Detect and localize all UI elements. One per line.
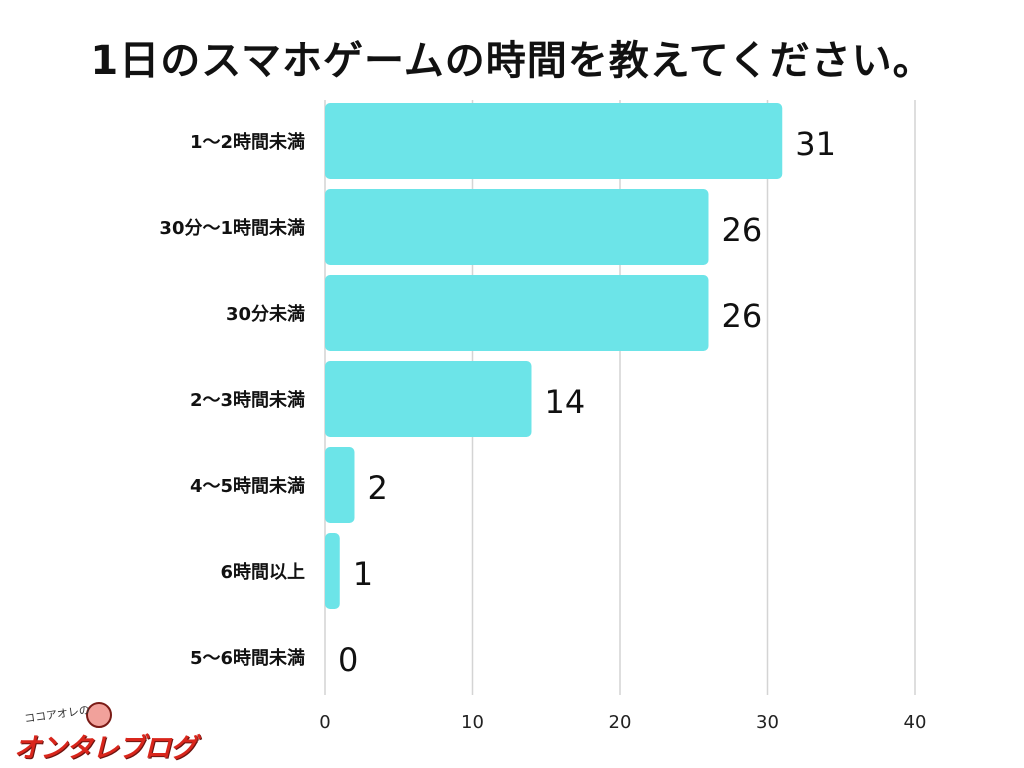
bar	[325, 103, 783, 179]
chart-title: 1日のスマホゲームの時間を教えてください。	[90, 38, 934, 84]
data-label: 26	[722, 211, 763, 249]
bar	[325, 447, 355, 523]
bars	[325, 103, 783, 609]
logo-text: オンタレブログ	[14, 733, 197, 764]
x-axis-ticks: 0 10 20 30 40	[319, 712, 926, 733]
data-label: 31	[795, 125, 836, 163]
bar	[325, 189, 709, 265]
logo-subtext: ココアオレの	[23, 703, 91, 726]
bar	[325, 275, 709, 351]
category-label: 5〜6時間未満	[190, 647, 305, 669]
x-tick-label: 0	[319, 712, 330, 733]
x-tick-label: 10	[461, 712, 484, 733]
blog-logo: ココアオレの オンタレブログ	[10, 700, 220, 764]
category-labels: 1〜2時間未満 30分〜1時間未満 30分未満 2〜3時間未満 4〜5時間未満 6時間以上…	[159, 131, 305, 669]
mascot-icon	[86, 702, 112, 728]
bar	[325, 533, 340, 609]
x-tick-label: 40	[904, 712, 927, 733]
x-tick-label: 20	[609, 712, 632, 733]
data-labels: 31 26 26 14 2 1 0	[338, 125, 836, 679]
category-label: 1〜2時間未満	[190, 131, 305, 153]
category-label: 4〜5時間未満	[190, 475, 305, 497]
category-label: 2〜3時間未満	[190, 389, 305, 411]
data-label: 26	[722, 297, 763, 335]
category-label: 6時間以上	[220, 562, 305, 583]
data-label: 14	[545, 383, 586, 421]
data-label: 0	[338, 641, 358, 679]
category-label: 30分未満	[226, 303, 305, 325]
category-label: 30分〜1時間未満	[159, 217, 305, 239]
data-label: 1	[353, 555, 373, 593]
bar	[325, 361, 532, 437]
x-tick-label: 30	[756, 712, 779, 733]
data-label: 2	[368, 469, 388, 507]
